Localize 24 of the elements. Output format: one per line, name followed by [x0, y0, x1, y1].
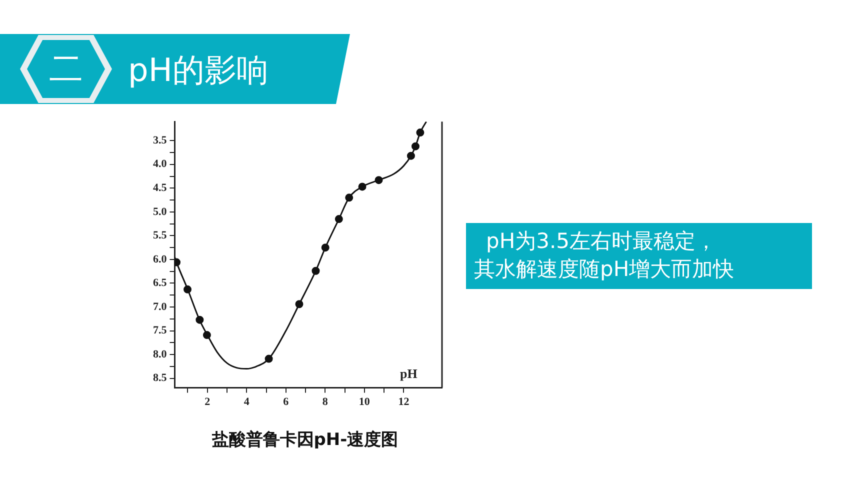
y-tick-label: 4.0 — [153, 158, 168, 170]
y-tick-label: 6.0 — [153, 253, 168, 266]
x-axis-title: pH — [400, 366, 418, 382]
text: 其水解速度随pH增大而加快 — [474, 256, 736, 283]
y-tick-label: 3.5 — [153, 134, 168, 146]
y-tick-label: 8.0 — [153, 348, 168, 360]
y-tick-label: 6.5 — [153, 277, 168, 290]
chart-title: pH的影响 — [128, 50, 268, 91]
x-tick-label: 4 — [244, 396, 250, 408]
y-tick-label: 5.5 — [153, 230, 168, 242]
y-tick-label: 7.5 — [153, 324, 168, 337]
text: 盐酸普鲁卡因pH-速度图 — [210, 429, 400, 451]
text: 二 — [27, 40, 105, 98]
x-tick-label: 12 — [398, 396, 410, 408]
x-tick-label: 8 — [322, 396, 328, 408]
x-tick-label: 6 — [283, 396, 290, 408]
line-series — [174, 122, 428, 370]
y-tick-label: 5.0 — [153, 206, 168, 218]
x-tick-label: 10 — [358, 396, 370, 408]
x-tick-label: 2 — [204, 396, 211, 408]
y-tick-label: 7.0 — [153, 300, 168, 313]
y-tick-label: 8.5 — [153, 372, 168, 384]
text: pH为3.5左右时最稳定， — [485, 228, 718, 255]
y-tick-label: 4.5 — [153, 182, 168, 194]
